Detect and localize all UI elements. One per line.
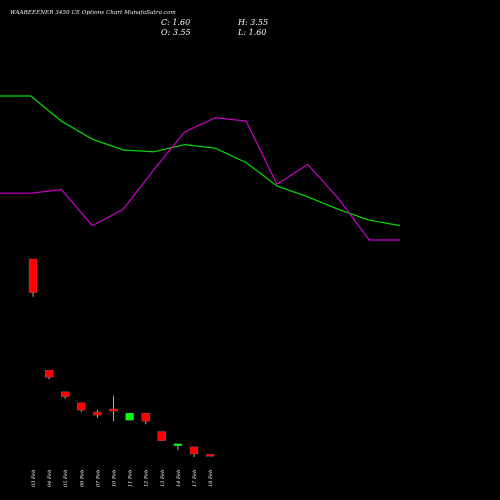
candle-body <box>109 408 118 412</box>
x-tick-label: 14 Feb <box>176 470 182 487</box>
high-label: H: <box>238 18 248 27</box>
ma-line-magenta <box>0 116 400 241</box>
x-tick-label: 06 Feb <box>79 470 85 487</box>
x-tick-label: 13 Feb <box>160 470 166 487</box>
high-value: 3.55 <box>250 18 269 27</box>
chart-title: WAAREEENER 3450 CE Options Chart MunafaS… <box>10 10 176 16</box>
x-tick-label: 11 Feb <box>128 470 134 487</box>
ma-line-green <box>0 95 401 227</box>
candle-body <box>44 370 54 378</box>
open-value: 3.55 <box>172 28 191 37</box>
low-readout: L: 1.60 <box>238 28 266 37</box>
candle-body <box>141 412 150 422</box>
x-tick-label: 18 Feb <box>208 470 214 487</box>
candle-body <box>125 412 134 421</box>
low-label: L: <box>238 28 247 37</box>
x-tick-label: 04 Feb <box>47 470 53 487</box>
x-tick-label: 05 Feb <box>63 470 69 487</box>
candle-body <box>28 258 38 293</box>
open-label: O: <box>161 28 171 37</box>
candle-body <box>173 443 183 446</box>
candle-body <box>157 431 166 441</box>
x-tick-label: 03 Feb <box>31 470 37 487</box>
open-readout: O: 3.55 <box>161 28 191 37</box>
x-tick-label: 12 Feb <box>144 470 150 487</box>
high-readout: H: 3.55 <box>238 18 268 27</box>
x-tick-label: 17 Feb <box>192 470 198 487</box>
low-value: 1.60 <box>248 28 267 37</box>
x-tick-label: 10 Feb <box>112 470 118 487</box>
close-label: C: <box>161 18 170 27</box>
close-value: 1.60 <box>172 18 191 27</box>
candle-body <box>205 454 215 457</box>
x-tick-label: 07 Feb <box>95 470 101 487</box>
candle-body <box>189 446 199 455</box>
candle-body <box>93 411 102 416</box>
candle-body <box>61 391 70 397</box>
close-readout: C: 1.60 <box>161 18 190 27</box>
candle-body <box>77 402 86 411</box>
